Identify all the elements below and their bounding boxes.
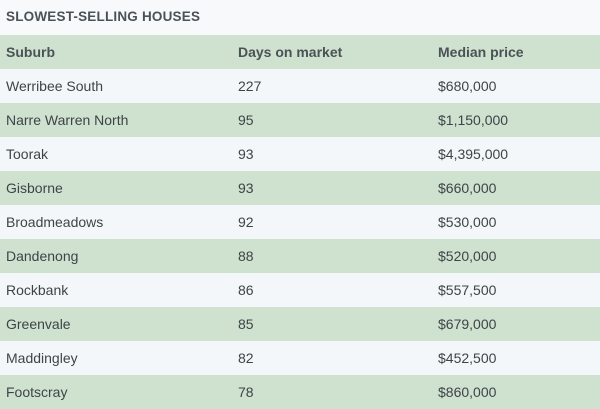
table-row: Footscray 78 $860,000: [0, 375, 600, 409]
days-cell: 78: [238, 384, 254, 400]
column-header-median-price: Median price: [438, 44, 524, 60]
suburb-cell: Werribee South: [6, 78, 104, 94]
price-cell: $680,000: [438, 78, 497, 94]
days-cell: 86: [238, 282, 254, 298]
column-header-suburb: Suburb: [6, 44, 55, 60]
suburb-cell: Dandenong: [6, 248, 79, 264]
suburb-cell: Maddingley: [6, 350, 78, 366]
days-cell: 93: [238, 180, 254, 196]
table-row: Gisborne 93 $660,000: [0, 171, 600, 205]
price-cell: $679,000: [438, 316, 497, 332]
price-cell: $452,500: [438, 350, 497, 366]
suburb-cell: Broadmeadows: [6, 214, 104, 230]
table-title: SLOWEST-SELLING HOUSES: [6, 9, 201, 24]
price-cell: $1,150,000: [438, 112, 509, 128]
slowest-selling-table: Suburb Days on market Median price Werri…: [0, 35, 600, 409]
days-cell: 227: [238, 78, 262, 94]
price-cell: $557,500: [438, 282, 497, 298]
table-row: Rockbank 86 $557,500: [0, 273, 600, 307]
price-cell: $660,000: [438, 180, 497, 196]
price-cell: $520,000: [438, 248, 497, 264]
table-row: Maddingley 82 $452,500: [0, 341, 600, 375]
suburb-cell: Rockbank: [6, 282, 69, 298]
suburb-cell: Greenvale: [6, 316, 71, 332]
days-cell: 95: [238, 112, 254, 128]
table-row: Greenvale 85 $679,000: [0, 307, 600, 341]
price-cell: $860,000: [438, 384, 497, 400]
suburb-cell: Footscray: [6, 384, 68, 400]
days-cell: 82: [238, 350, 254, 366]
price-cell: $530,000: [438, 214, 497, 230]
suburb-cell: Toorak: [6, 146, 49, 162]
suburb-cell: Narre Warren North: [6, 112, 129, 128]
price-cell: $4,395,000: [438, 146, 509, 162]
suburb-cell: Gisborne: [6, 180, 63, 196]
days-cell: 92: [238, 214, 254, 230]
days-cell: 93: [238, 146, 254, 162]
days-cell: 88: [238, 248, 254, 264]
days-cell: 85: [238, 316, 254, 332]
table-row: Toorak 93 $4,395,000: [0, 137, 600, 171]
table-row: Werribee South 227 $680,000: [0, 69, 600, 103]
table-row: Dandenong 88 $520,000: [0, 239, 600, 273]
table-row: Broadmeadows 92 $530,000: [0, 205, 600, 239]
table-row: Narre Warren North 95 $1,150,000: [0, 103, 600, 137]
column-header-days-on-market: Days on market: [238, 44, 343, 60]
table-header-row: Suburb Days on market Median price: [0, 35, 600, 69]
